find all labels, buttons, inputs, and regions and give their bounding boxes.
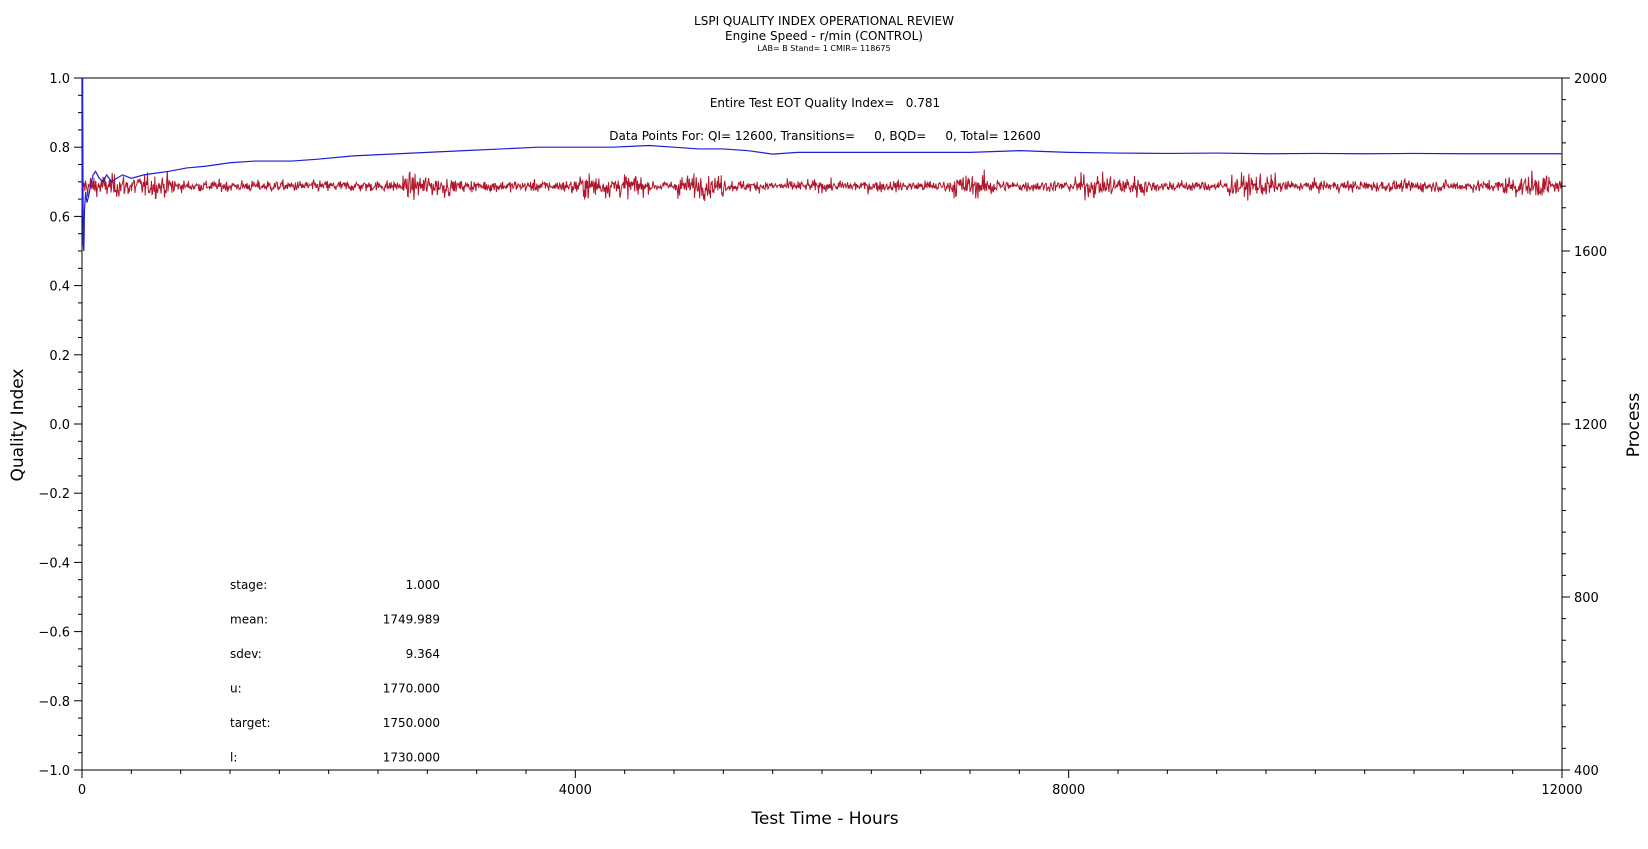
process-series [81, 169, 1563, 202]
y-right-tick-label: 800 [1574, 591, 1599, 606]
y-left-tick-label: 0.8 [49, 141, 70, 156]
x-axis-label: Test Time - Hours [750, 809, 898, 829]
chart-subtitle: Engine Speed - r/min (CONTROL) [725, 29, 923, 43]
chart-title: LSPI QUALITY INDEX OPERATIONAL REVIEW [694, 14, 954, 28]
plot-frame [81, 77, 1563, 771]
stat-label: stage: [230, 578, 267, 592]
y-left-tick-label: −0.6 [38, 626, 70, 641]
chart-subtitle-ids: LAB= B Stand= 1 CMIR= 118675 [757, 44, 890, 53]
y-left-tick-label: 1.0 [49, 72, 70, 87]
y-axis-left-label: Quality Index [8, 369, 28, 482]
axis-ticks: 0 4000 8000 12000 −1.0 −0.8 −0.6 −0.4 −0.2 0.0 0.2… [38, 72, 1607, 798]
stat-label: mean: [230, 613, 268, 627]
y-left-tick-label: 0.4 [49, 280, 70, 295]
y-axis-right-label: Process [1624, 393, 1644, 458]
x-tick-label: 0 [78, 783, 86, 798]
y-left-tick-label: 0.2 [49, 349, 70, 364]
y-left-tick-label: −1.0 [38, 764, 70, 779]
y-right-tick-label: 1600 [1574, 245, 1607, 260]
x-tick-label: 4000 [559, 783, 592, 798]
eot-quality-index-note: Entire Test EOT Quality Index= 0.781 [710, 96, 940, 110]
quality-index-line [81, 77, 1562, 252]
x-tick-label: 12000 [1541, 783, 1582, 798]
stat-label: target: [230, 716, 271, 730]
stat-value: 1770.000 [383, 682, 440, 696]
quality-index-series [81, 77, 1562, 252]
x-tick-label: 8000 [1052, 783, 1085, 798]
y-left-tick-label: −0.4 [38, 556, 70, 571]
y-left-tick-label: 0.6 [49, 210, 70, 225]
stat-label: l: [230, 751, 237, 765]
process-line [81, 169, 1563, 202]
y-right-tick-label: 400 [1574, 764, 1599, 779]
stat-label: sdev: [230, 647, 262, 661]
data-points-note: Data Points For: QI= 12600, Transitions=… [609, 129, 1040, 143]
stats-panel: stage: 1.000 mean: 1749.989 sdev: 9.364 u: 1770… [230, 578, 440, 765]
stat-value: 1750.000 [383, 716, 440, 730]
stat-value: 1749.989 [383, 613, 440, 627]
y-left-tick-label: −0.2 [38, 487, 70, 502]
y-right-tick-label: 1200 [1574, 418, 1607, 433]
stat-value: 1.000 [406, 578, 440, 592]
y-right-tick-label: 2000 [1574, 72, 1607, 87]
y-left-tick-label: 0.0 [49, 418, 70, 433]
stat-value: 9.364 [406, 647, 440, 661]
stat-label: u: [230, 682, 242, 696]
stat-value: 1730.000 [383, 751, 440, 765]
y-left-tick-label: −0.8 [38, 695, 70, 710]
